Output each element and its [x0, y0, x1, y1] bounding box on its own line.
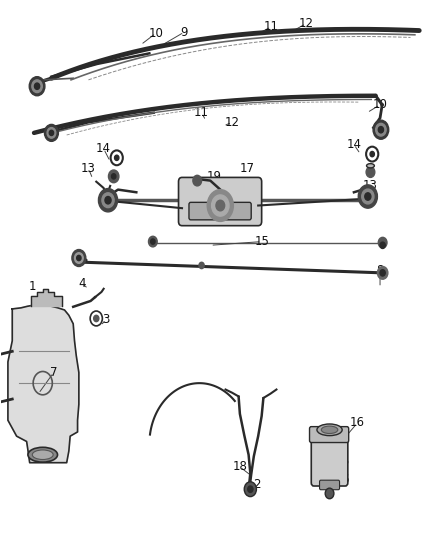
Text: 19: 19: [207, 170, 222, 183]
Circle shape: [94, 316, 99, 321]
Circle shape: [49, 130, 53, 135]
Circle shape: [99, 189, 117, 212]
Circle shape: [29, 77, 45, 96]
Circle shape: [112, 174, 116, 179]
Text: 11: 11: [194, 106, 209, 119]
Circle shape: [378, 126, 384, 133]
Circle shape: [47, 127, 56, 138]
Text: 17: 17: [240, 162, 255, 175]
Text: 7: 7: [50, 366, 57, 379]
Text: 15: 15: [254, 235, 269, 248]
Circle shape: [72, 249, 86, 266]
Text: 13: 13: [363, 180, 378, 192]
Text: 14: 14: [346, 138, 361, 151]
Circle shape: [366, 167, 375, 177]
FancyBboxPatch shape: [320, 480, 339, 490]
Circle shape: [376, 123, 386, 136]
Text: 5: 5: [342, 455, 349, 468]
Ellipse shape: [317, 424, 342, 435]
Circle shape: [325, 488, 334, 499]
Text: 2: 2: [254, 479, 261, 491]
Circle shape: [378, 237, 387, 248]
Ellipse shape: [32, 450, 53, 459]
Circle shape: [199, 262, 204, 269]
Text: 3: 3: [102, 313, 110, 326]
Ellipse shape: [28, 447, 57, 462]
Circle shape: [102, 193, 114, 208]
FancyBboxPatch shape: [179, 177, 261, 225]
Circle shape: [115, 155, 119, 160]
Circle shape: [207, 190, 233, 221]
Text: 13: 13: [81, 162, 96, 175]
Circle shape: [35, 83, 40, 90]
Circle shape: [105, 197, 111, 204]
Text: 9: 9: [180, 26, 188, 38]
Circle shape: [32, 80, 42, 93]
Circle shape: [370, 151, 374, 157]
Circle shape: [109, 170, 119, 183]
Polygon shape: [31, 289, 62, 306]
Circle shape: [380, 242, 385, 248]
Circle shape: [212, 195, 229, 216]
Circle shape: [365, 193, 371, 200]
Circle shape: [378, 266, 388, 279]
Text: 16: 16: [350, 416, 365, 430]
Text: 8: 8: [376, 264, 384, 277]
Polygon shape: [8, 305, 79, 463]
Circle shape: [373, 120, 389, 139]
Circle shape: [248, 486, 253, 492]
Circle shape: [45, 124, 58, 141]
Circle shape: [151, 239, 155, 244]
Circle shape: [380, 270, 385, 276]
Circle shape: [77, 255, 81, 261]
Text: 18: 18: [233, 461, 247, 473]
Circle shape: [358, 185, 378, 208]
Circle shape: [216, 200, 225, 211]
Text: 4: 4: [78, 277, 86, 290]
Text: 10: 10: [373, 98, 388, 111]
Circle shape: [362, 189, 374, 204]
Circle shape: [244, 482, 256, 497]
Text: 14: 14: [96, 142, 111, 155]
Text: 6: 6: [342, 473, 349, 486]
Circle shape: [148, 236, 157, 247]
Ellipse shape: [321, 426, 338, 433]
FancyBboxPatch shape: [311, 437, 348, 486]
Circle shape: [193, 175, 201, 186]
Text: 12: 12: [225, 116, 240, 129]
Text: 1: 1: [29, 280, 36, 293]
Text: 11: 11: [264, 20, 279, 34]
FancyBboxPatch shape: [189, 203, 251, 220]
Text: 10: 10: [148, 27, 163, 39]
Circle shape: [74, 253, 83, 263]
FancyBboxPatch shape: [310, 426, 349, 442]
Ellipse shape: [367, 164, 374, 168]
Text: 12: 12: [299, 17, 314, 30]
